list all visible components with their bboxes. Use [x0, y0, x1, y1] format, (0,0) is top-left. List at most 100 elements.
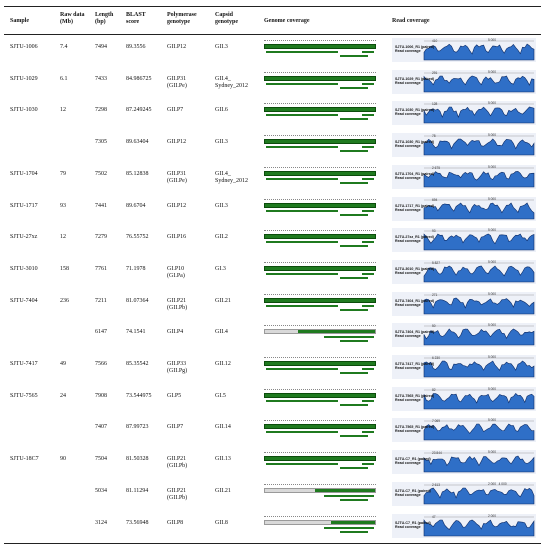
- cell-length: 7407: [95, 424, 107, 431]
- read-coverage-tick: 5 000: [488, 418, 496, 423]
- genome-bar: [264, 234, 376, 240]
- cell-polymerase-genotype: GII.P21 (GII.Pb): [167, 297, 188, 311]
- orf2-bar: [340, 86, 368, 89]
- header-length: Length (bp): [95, 12, 114, 25]
- genome-coverage-track: [264, 260, 376, 282]
- read-coverage-tick: 5 000: [488, 386, 496, 391]
- cell-polymerase-genotype: GII.P21 (GII.Pb): [167, 487, 188, 501]
- cell-polymerase-genotype: GII.P12: [167, 202, 187, 209]
- header-rule: [4, 34, 541, 35]
- cell-raw-data: 12: [60, 234, 66, 241]
- cell-blast-score: 81.50328: [126, 456, 149, 463]
- orf2-bar: [340, 118, 368, 121]
- genome-bar: [264, 297, 376, 303]
- header-capsid: Capsid genotype: [215, 12, 238, 25]
- cell-capsid-genotype: GII.13: [215, 456, 231, 463]
- coverage-area-chart: [392, 450, 536, 475]
- cell-length: 7433: [95, 75, 107, 82]
- orf3-bar: [362, 526, 374, 529]
- genome-ruler: [264, 135, 376, 138]
- read-coverage-plot: SJTU-C7_R1 (paired) Read coverage 47 2 000: [392, 513, 536, 538]
- cell-polymerase-genotype: GII.P21 (GII.Pb): [167, 456, 188, 470]
- orf1-bar: [266, 146, 338, 149]
- orf3-bar: [362, 304, 374, 307]
- cell-polymerase-genotype: GII.P16: [167, 234, 187, 241]
- coverage-area: [423, 233, 535, 251]
- genome-coverage-track: [264, 387, 376, 409]
- cell-capsid-genotype: GII.4_ Sydney_2012: [215, 75, 248, 89]
- cell-raw-data: 158: [60, 265, 69, 272]
- coverage-area: [423, 423, 535, 441]
- orf1-bar: [266, 51, 338, 53]
- cell-sample: SJTU-18C7: [10, 456, 39, 463]
- cell-blast-score: 85.35542: [126, 361, 149, 367]
- read-coverage-tick: 5 000: [488, 196, 496, 201]
- read-coverage-tick: 5 000: [488, 69, 496, 74]
- genome-coverage-track: [264, 38, 376, 60]
- cell-length: 7504: [95, 456, 107, 463]
- orf2-bar: [340, 340, 368, 343]
- orf3-bar: [362, 146, 374, 149]
- read-coverage-label: SJTU-7404_R1 (paired) Read coverage: [395, 330, 435, 339]
- read-coverage-max: 50: [432, 324, 436, 329]
- genome-bar: [264, 170, 376, 176]
- cell-sample: SJTU-3010: [10, 265, 38, 272]
- cell-capsid-genotype: GII.14: [215, 424, 231, 431]
- read-coverage-label: SJTU-1717_R1 (paired) Read coverage: [395, 203, 435, 212]
- orf3-bar: [362, 494, 374, 497]
- cell-blast-score: 89.63404: [126, 139, 149, 146]
- cell-raw-data: 49: [60, 361, 66, 367]
- read-coverage-tick: 5 000: [488, 38, 496, 42]
- orf3-bar: [362, 82, 374, 85]
- cell-capsid-genotype: GII.12: [215, 361, 231, 367]
- header-polymerase: Polymerase genotype: [167, 12, 197, 25]
- coverage-area-chart: [392, 228, 536, 253]
- cell-capsid-genotype: GII.8: [215, 519, 228, 526]
- read-coverage-tick: 2 000 4 000: [488, 481, 507, 486]
- genome-coverage-track: [264, 70, 376, 92]
- header-genome-coverage: Genome coverage: [264, 18, 310, 24]
- header-read-coverage: Read coverage: [392, 18, 430, 24]
- read-coverage-plot: SJTU-3010_R1 (paired) Read coverage 5 827…: [392, 259, 536, 284]
- coverage-area: [423, 75, 535, 92]
- genome-ruler: [264, 325, 376, 328]
- genome-bar: [264, 392, 376, 398]
- orf2-bar: [340, 498, 368, 501]
- genome-coverage-track: [264, 355, 376, 377]
- genome-ruler: [264, 483, 376, 487]
- cell-capsid-genotype: GII.21: [215, 297, 231, 304]
- cell-sample: SJTU-1006: [10, 44, 38, 50]
- coverage-area: [423, 455, 535, 473]
- orf2-bar: [340, 372, 368, 374]
- genome-coverage-track: [264, 133, 376, 155]
- orf3-bar: [362, 431, 374, 434]
- read-coverage-plot: SJTU-C7_R1 (paired) Read coverage 23 844 5…: [392, 450, 536, 475]
- cell-blast-score: 84.986725: [126, 75, 152, 82]
- read-coverage-plot: SJTU-C7_R1 (paired) Read coverage 2 613 2 …: [392, 481, 536, 506]
- read-coverage-max: 5 827: [432, 260, 440, 265]
- orf2-bar: [340, 245, 368, 248]
- read-coverage-tick: 5 000: [488, 164, 496, 169]
- read-coverage-max: 2 675: [432, 165, 440, 170]
- cell-raw-data: 7.4: [60, 44, 68, 50]
- read-coverage-tick: 2 000: [488, 513, 496, 518]
- cell-capsid-genotype: GII.3: [215, 139, 228, 146]
- cell-blast-score: 87.249245: [126, 107, 152, 114]
- genome-coverage-track: [264, 165, 376, 187]
- coverage-area: [423, 265, 535, 283]
- read-coverage-plot: SJTU-7417_R1 (paired) Read coverage 6 230…: [392, 355, 536, 379]
- cell-blast-score: 89.6704: [126, 202, 146, 209]
- genome-ruler: [264, 452, 376, 455]
- orf1-bar: [266, 272, 338, 275]
- read-coverage-plot: SJTU-1717_R1 (paired) Read coverage 694 5 …: [392, 196, 536, 221]
- cell-polymerase-genotype: GII.P8: [167, 519, 184, 526]
- read-coverage-plot: SJTU-1030_R1 (paired) Read coverage 128 5 …: [392, 101, 536, 126]
- coverage-area: [423, 43, 535, 61]
- genome-bar: [264, 75, 376, 81]
- cell-capsid-genotype: GII.6: [215, 107, 228, 114]
- header-sample: Sample: [10, 18, 30, 24]
- coverage-area-chart: [392, 323, 536, 348]
- genome-coverage-track: [264, 323, 376, 345]
- orf2-bar: [340, 530, 368, 533]
